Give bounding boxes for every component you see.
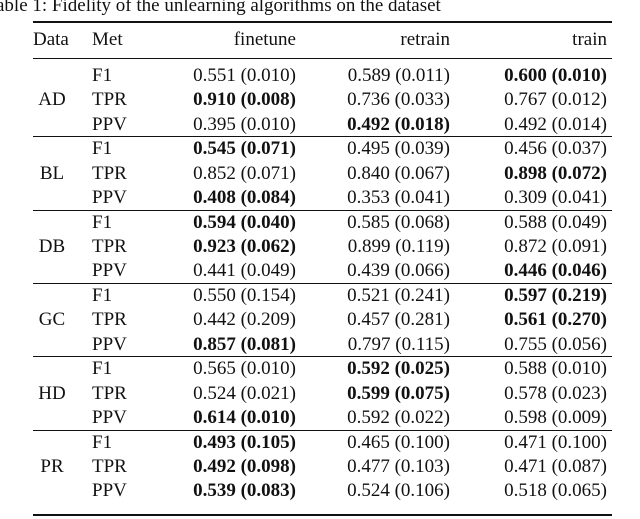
rule	[33, 282, 612, 284]
value-cell: 0.492 (0.014)	[504, 113, 607, 135]
value-cell: 0.465 (0.100)	[347, 431, 450, 453]
value-cell: 0.545 (0.071)	[193, 138, 296, 160]
value-cell: 0.456 (0.037)	[504, 138, 607, 160]
data-cell: HD	[38, 382, 66, 404]
value-cell: 0.857 (0.081)	[193, 333, 296, 355]
rule	[33, 136, 612, 138]
header-cell: train	[572, 29, 607, 50]
value-cell: 0.539 (0.083)	[193, 480, 296, 502]
value-cell: 0.588 (0.010)	[504, 358, 607, 380]
value-cell: 0.551 (0.010)	[193, 65, 296, 86]
metric-cell: PPV	[92, 333, 127, 355]
value-cell: 0.614 (0.010)	[193, 406, 296, 428]
value-cell: 0.477 (0.103)	[347, 455, 450, 477]
data-cell: AD	[38, 89, 66, 111]
value-cell: 0.767 (0.012)	[504, 89, 607, 111]
metric-cell: F1	[92, 211, 113, 233]
value-cell: 0.492 (0.098)	[193, 455, 296, 477]
value-cell: 0.395 (0.010)	[193, 113, 296, 135]
value-cell: 0.457 (0.281)	[347, 309, 450, 331]
metric-cell: PPV	[92, 186, 127, 208]
value-cell: 0.872 (0.091)	[504, 235, 607, 257]
header-cell: retrain	[400, 29, 450, 50]
metric-cell: TPR	[92, 309, 127, 331]
value-cell: 0.565 (0.010)	[193, 358, 296, 380]
rule	[33, 209, 612, 211]
value-cell: 0.446 (0.046)	[504, 260, 607, 282]
value-cell: 0.471 (0.100)	[504, 431, 607, 453]
value-cell: 0.898 (0.072)	[504, 162, 607, 184]
value-cell: 0.592 (0.022)	[347, 406, 450, 428]
value-cell: 0.471 (0.087)	[504, 455, 607, 477]
value-cell: 0.521 (0.241)	[347, 284, 450, 306]
value-cell: 0.597 (0.219)	[504, 284, 607, 306]
metric-cell: F1	[92, 358, 113, 380]
data-cell: DB	[38, 235, 66, 257]
value-cell: 0.899 (0.119)	[347, 235, 450, 257]
value-cell: 0.492 (0.018)	[347, 113, 450, 135]
metric-cell: TPR	[92, 235, 127, 257]
metric-cell: PPV	[92, 480, 127, 502]
value-cell: 0.599 (0.075)	[347, 382, 450, 404]
value-cell: 0.524 (0.021)	[193, 382, 296, 404]
value-cell: 0.736 (0.033)	[347, 89, 450, 111]
data-cell: PR	[40, 455, 64, 477]
rule	[33, 21, 612, 23]
value-cell: 0.755 (0.056)	[504, 333, 607, 355]
value-cell: 0.408 (0.084)	[193, 186, 296, 208]
value-cell: 0.592 (0.025)	[347, 358, 450, 380]
value-cell: 0.589 (0.011)	[347, 65, 450, 86]
value-cell: 0.923 (0.062)	[193, 235, 296, 257]
metric-cell: F1	[92, 65, 113, 86]
rule	[33, 58, 612, 59]
value-cell: 0.441 (0.049)	[193, 260, 296, 282]
value-cell: 0.550 (0.154)	[193, 284, 296, 306]
value-cell: 0.588 (0.049)	[504, 211, 607, 233]
rule	[33, 356, 612, 358]
metric-cell: F1	[92, 431, 113, 453]
metric-cell: TPR	[92, 162, 127, 184]
value-cell: 0.598 (0.009)	[504, 406, 607, 428]
metric-cell: F1	[92, 284, 113, 306]
header-cell: Data	[33, 29, 69, 50]
value-cell: 0.600 (0.010)	[504, 65, 607, 86]
value-cell: 0.309 (0.041)	[504, 186, 607, 208]
caption: able 1: Fidelity of the unlearning algor…	[0, 0, 441, 16]
rule	[33, 514, 612, 516]
data-cell: GC	[38, 309, 66, 331]
value-cell: 0.518 (0.065)	[504, 480, 607, 502]
metric-cell: PPV	[92, 406, 127, 428]
value-cell: 0.797 (0.115)	[347, 333, 450, 355]
value-cell: 0.493 (0.105)	[193, 431, 296, 453]
value-cell: 0.439 (0.066)	[347, 260, 450, 282]
value-cell: 0.495 (0.039)	[347, 138, 450, 160]
value-cell: 0.353 (0.041)	[347, 186, 450, 208]
rule	[33, 429, 612, 431]
metric-cell: PPV	[92, 260, 127, 282]
value-cell: 0.594 (0.040)	[193, 211, 296, 233]
value-cell: 0.910 (0.008)	[193, 89, 296, 111]
metric-cell: TPR	[92, 89, 127, 111]
value-cell: 0.442 (0.209)	[193, 309, 296, 331]
value-cell: 0.840 (0.067)	[347, 162, 450, 184]
metric-cell: TPR	[92, 382, 127, 404]
value-cell: 0.852 (0.071)	[193, 162, 296, 184]
header-cell: Met	[92, 29, 123, 50]
metric-cell: TPR	[92, 455, 127, 477]
value-cell: 0.561 (0.270)	[504, 309, 607, 331]
data-cell: BL	[39, 162, 65, 184]
value-cell: 0.585 (0.068)	[347, 211, 450, 233]
value-cell: 0.524 (0.106)	[347, 480, 450, 502]
value-cell: 0.578 (0.023)	[504, 382, 607, 404]
header-cell: finetune	[233, 29, 296, 50]
metric-cell: F1	[92, 138, 113, 160]
metric-cell: PPV	[92, 113, 127, 135]
